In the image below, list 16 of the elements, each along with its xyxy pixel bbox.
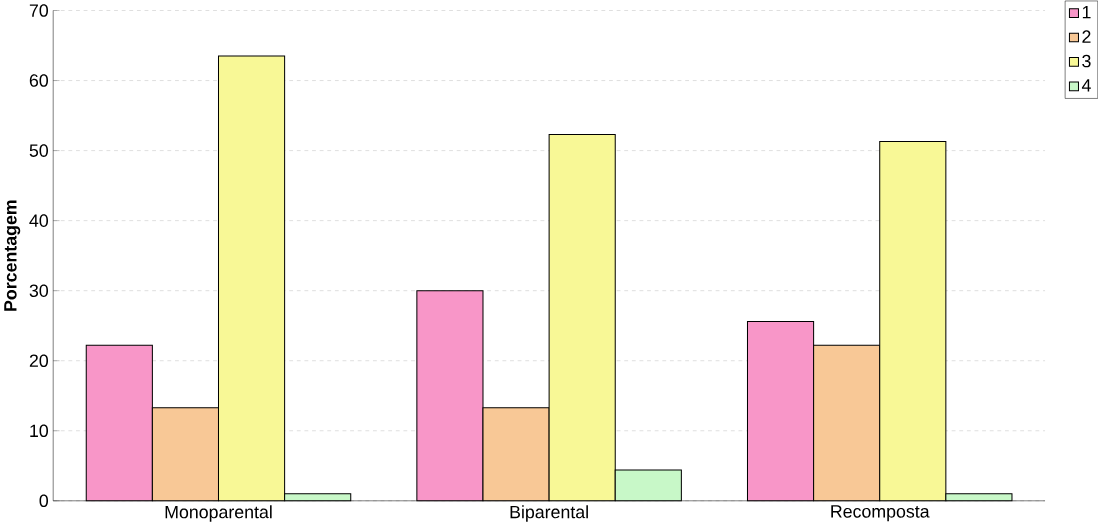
y-tick-label: 30 [29,284,49,297]
y-tick-label: 70 [29,4,49,17]
y-tick-label: 10 [30,424,49,438]
y-tick-label: 40 [29,214,49,227]
legend-label: 1 [1082,6,1091,19]
y-tick-label: 50 [29,144,49,157]
legend-label: 4 [1081,79,1091,92]
legend-label: 3 [1082,54,1091,68]
x-tick-label: Recomposta [831,505,930,522]
y-tick-label: 20 [29,354,49,367]
y-tick-label: 0 [39,494,49,508]
y-tick-label: 60 [29,74,49,87]
x-tick-label: Biparental [510,505,588,522]
legend-label: 2 [1082,30,1091,43]
x-tick-label: Monoparental [165,505,272,522]
y-axis-title: Porcentagem [4,200,21,311]
